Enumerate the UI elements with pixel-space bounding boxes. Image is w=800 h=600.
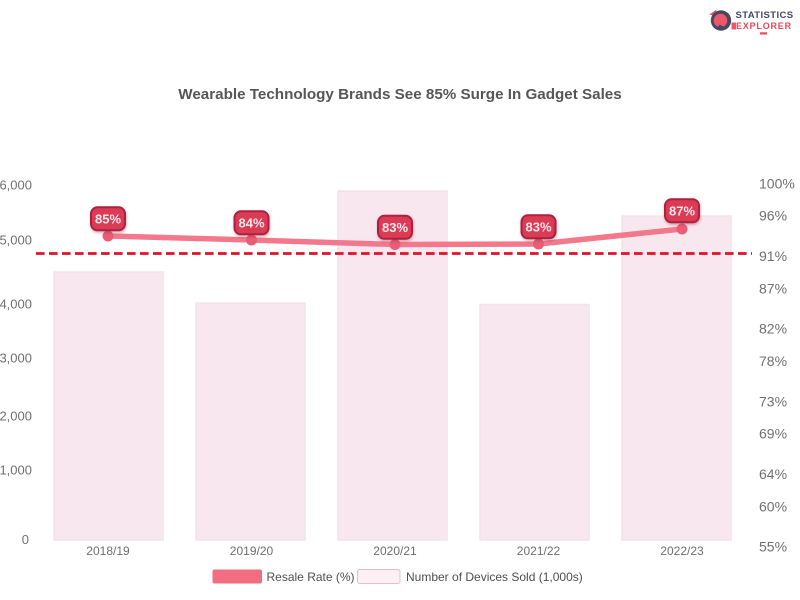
svg-text:6,000: 6,000 (0, 178, 32, 193)
svg-text:2,000: 2,000 (0, 409, 32, 424)
svg-text:96%: 96% (759, 208, 787, 224)
svg-text:84%: 84% (238, 216, 264, 231)
svg-text:Wearable Technology Brands See: Wearable Technology Brands See 85% Surge… (178, 86, 621, 103)
svg-text:55%: 55% (759, 539, 787, 555)
svg-text:Resale Rate (%): Resale Rate (%) (267, 570, 355, 584)
svg-text:EXPLORER: EXPLORER (736, 21, 792, 31)
svg-text:2020/21: 2020/21 (373, 544, 417, 558)
svg-text:87%: 87% (759, 280, 787, 296)
svg-text:STATISTICS: STATISTICS (736, 10, 794, 21)
svg-text:78%: 78% (759, 353, 787, 369)
svg-text:64%: 64% (759, 466, 787, 482)
svg-text:82%: 82% (759, 321, 787, 337)
svg-text:4,000: 4,000 (0, 297, 32, 312)
svg-text:2018/19: 2018/19 (86, 544, 130, 558)
svg-text:3,000: 3,000 (0, 351, 32, 366)
svg-text:87%: 87% (669, 204, 695, 219)
svg-text:2019/20: 2019/20 (230, 544, 274, 558)
svg-text:100%: 100% (759, 175, 795, 191)
svg-text:85%: 85% (95, 212, 121, 227)
svg-text:Number of Devices Sold (1,000s: Number of Devices Sold (1,000s) (406, 570, 583, 584)
svg-text:91%: 91% (759, 248, 787, 264)
svg-text:83%: 83% (382, 220, 408, 235)
svg-text:2022/23: 2022/23 (660, 544, 704, 558)
svg-text:83%: 83% (525, 220, 551, 235)
svg-text:2021/22: 2021/22 (517, 544, 561, 558)
svg-text:0: 0 (22, 532, 29, 547)
svg-text:5,000: 5,000 (0, 233, 32, 248)
svg-text:60%: 60% (759, 498, 787, 514)
svg-text:69%: 69% (759, 426, 787, 442)
svg-text:73%: 73% (759, 393, 787, 409)
svg-text:1,000: 1,000 (0, 463, 32, 478)
